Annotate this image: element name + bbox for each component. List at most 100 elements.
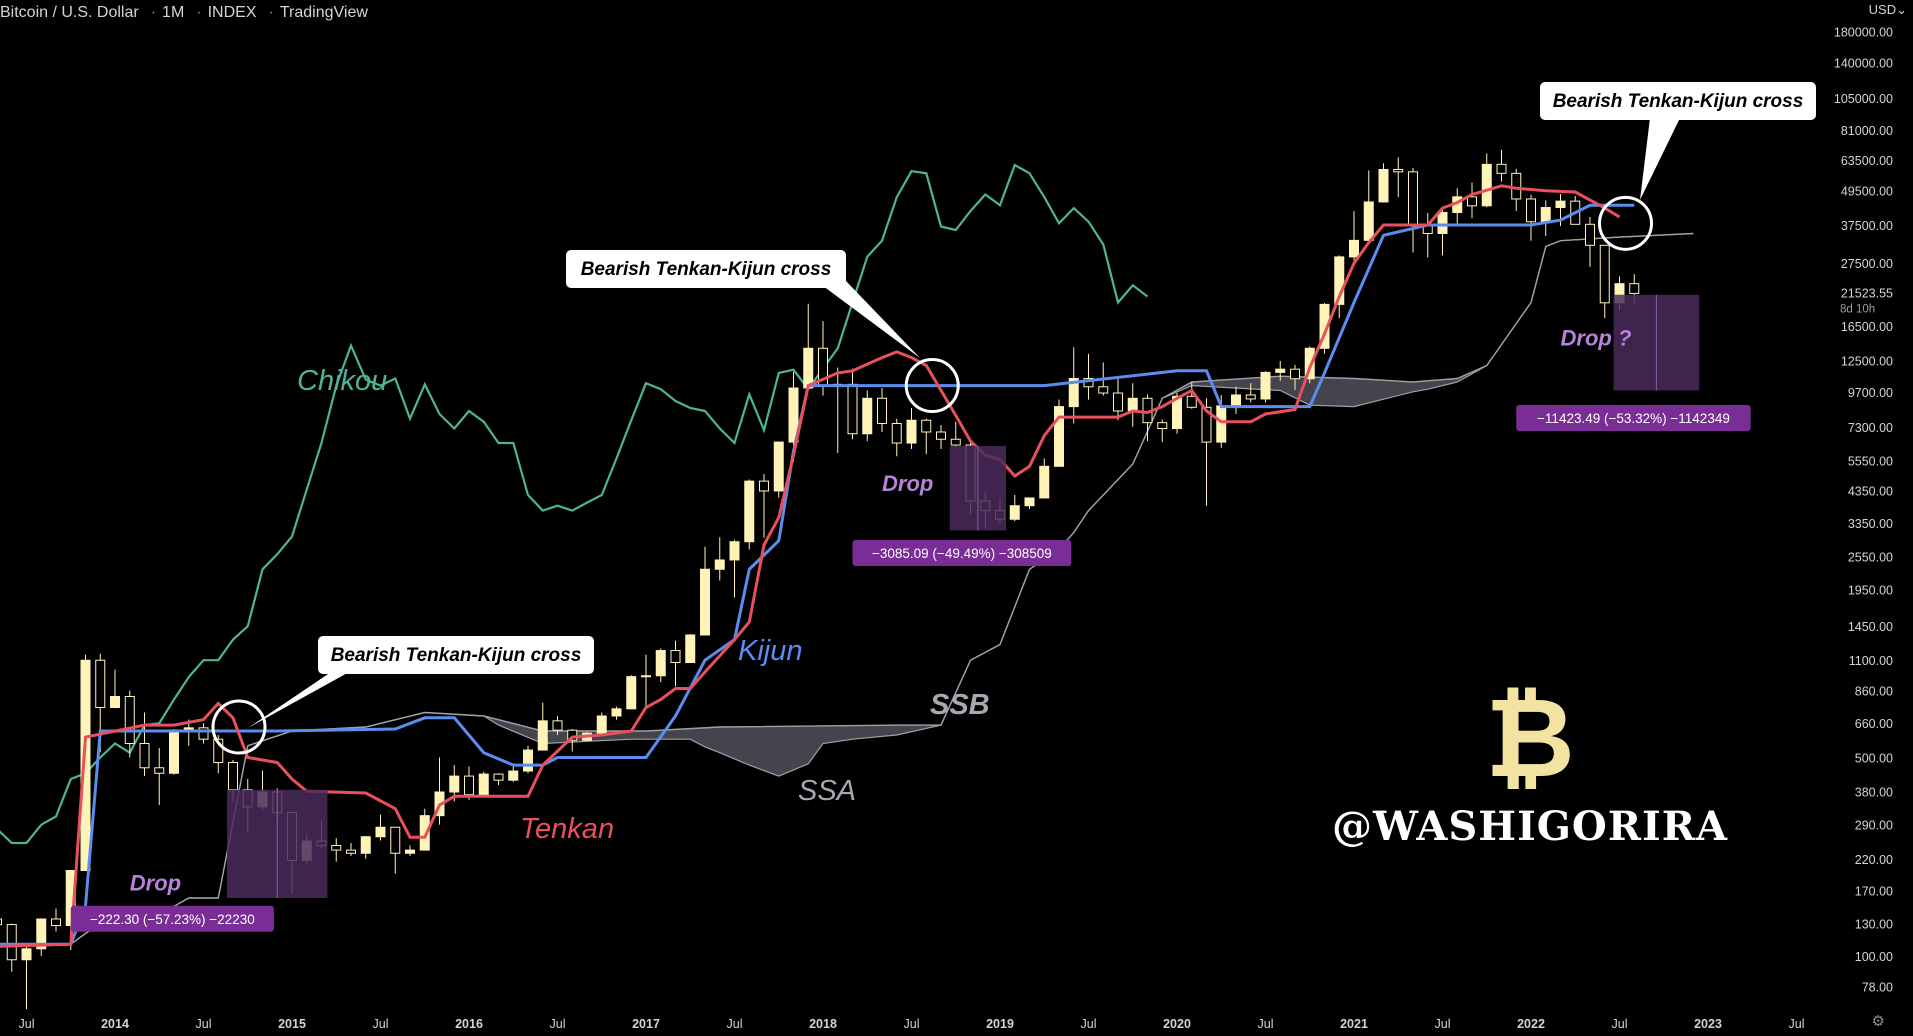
- candle-body: [51, 918, 61, 927]
- candle-body: [1068, 378, 1079, 408]
- candle-body: [1201, 406, 1212, 443]
- candle: [877, 388, 887, 432]
- candle-body: [906, 419, 917, 444]
- candle: [891, 418, 902, 457]
- candle: [862, 390, 873, 442]
- currency-label[interactable]: USD: [1868, 2, 1897, 17]
- candle-body: [552, 720, 563, 731]
- x-tick-label: 2015: [278, 1017, 306, 1031]
- candles: [0, 149, 1640, 1010]
- measure-label-box: [70, 905, 274, 932]
- candle: [832, 367, 843, 454]
- x-tick-label: 2020: [1163, 1017, 1191, 1031]
- candle: [360, 835, 371, 859]
- candle-body: [198, 727, 209, 740]
- x-tick-label: 2022: [1517, 1017, 1545, 1031]
- x-tick-label: Jul: [1789, 1017, 1805, 1031]
- drop-label: Drop: [130, 871, 181, 896]
- candle: [1024, 497, 1035, 509]
- candle: [21, 944, 32, 1010]
- measure-label-box: [1516, 405, 1751, 432]
- bar-countdown-label: 8d 10h: [1840, 303, 1875, 315]
- candle: [803, 303, 814, 389]
- candle-body: [567, 729, 578, 741]
- x-tick-label: Jul: [550, 1017, 566, 1031]
- candle-body: [1024, 497, 1035, 507]
- candle-body: [1098, 386, 1109, 394]
- candle: [405, 845, 415, 856]
- candle: [655, 648, 666, 683]
- callout-text: Bearish Tenkan-Kijun cross: [331, 645, 582, 666]
- candle: [139, 712, 150, 777]
- candle: [1585, 217, 1595, 267]
- candle: [1467, 182, 1477, 219]
- candle-body: [1349, 239, 1359, 258]
- candle: [1393, 157, 1404, 198]
- candle-body: [419, 815, 430, 851]
- candle: [773, 441, 784, 498]
- candle-body: [1334, 256, 1345, 305]
- candle: [1275, 360, 1286, 381]
- callout-pointer: [248, 666, 360, 728]
- kijun-line: [0, 203, 1635, 946]
- candle: [478, 771, 489, 797]
- symbol-name[interactable]: Bitcoin / U.S. Dollar: [0, 4, 139, 21]
- candle: [1349, 211, 1359, 261]
- x-tick-label: Jul: [1081, 1017, 1097, 1031]
- x-tick-label: Jul: [196, 1017, 212, 1031]
- candle: [375, 814, 386, 841]
- x-tick-label: 2023: [1694, 1017, 1722, 1031]
- chikou-label: Chikou: [297, 365, 387, 397]
- candle-body: [213, 738, 224, 764]
- candle: [596, 712, 607, 734]
- y-tick-label: 27500.00: [1841, 257, 1893, 271]
- drop-label: Drop: [882, 471, 933, 496]
- candle: [1142, 394, 1153, 442]
- candle: [169, 728, 179, 775]
- gear-icon[interactable]: ⚙: [1871, 1013, 1885, 1030]
- y-tick-label: 140000.00: [1834, 56, 1893, 70]
- callout-box: [566, 250, 846, 288]
- candle: [1496, 149, 1507, 182]
- measure-label: −3085.09 (−49.49%) −308509: [872, 546, 1052, 561]
- candle: [124, 690, 135, 758]
- y-tick-label: 5550.00: [1848, 455, 1893, 469]
- candle-body: [405, 849, 415, 854]
- candle-body: [1009, 505, 1020, 520]
- candle-body: [1231, 394, 1241, 407]
- candle: [759, 473, 769, 538]
- candle-body: [449, 775, 460, 793]
- x-tick-label: 2016: [455, 1017, 483, 1031]
- candle-body: [670, 650, 681, 664]
- candle: [154, 748, 165, 806]
- measure-label: −11423.49 (−53.32%) −1142349: [1537, 411, 1730, 426]
- candle: [729, 539, 740, 598]
- bearish-cross-callout: Bearish Tenkan-Kijun cross: [211, 636, 594, 755]
- source-label: TradingView: [279, 4, 368, 21]
- y-tick-label: 380.00: [1855, 785, 1893, 799]
- currency-selector[interactable]: USD⌄: [1869, 2, 1907, 18]
- candle: [508, 765, 519, 782]
- candle: [1363, 170, 1374, 244]
- candle-body: [375, 826, 386, 838]
- candle: [1452, 188, 1463, 226]
- y-tick-label: 860.00: [1855, 685, 1893, 699]
- y-tick-label: 660.00: [1855, 717, 1893, 731]
- candle: [1599, 244, 1610, 319]
- candle-body: [360, 836, 371, 854]
- candle: [847, 368, 858, 440]
- candle-body: [1304, 347, 1315, 380]
- callout-box: [318, 636, 594, 674]
- candle: [537, 702, 548, 751]
- candle-body: [1186, 395, 1197, 408]
- interval-label[interactable]: 1M: [162, 4, 185, 21]
- measure-label: −222.30 (−57.23%) −22230: [90, 912, 255, 927]
- candle: [1290, 364, 1300, 390]
- candle-body: [1408, 171, 1418, 227]
- y-tick-label: 1100.00: [1849, 654, 1893, 668]
- candle-body: [1290, 368, 1300, 380]
- last-price-label: 21523.55: [1841, 286, 1893, 300]
- x-tick-label: 2018: [809, 1017, 837, 1031]
- callout-pointer: [815, 280, 920, 358]
